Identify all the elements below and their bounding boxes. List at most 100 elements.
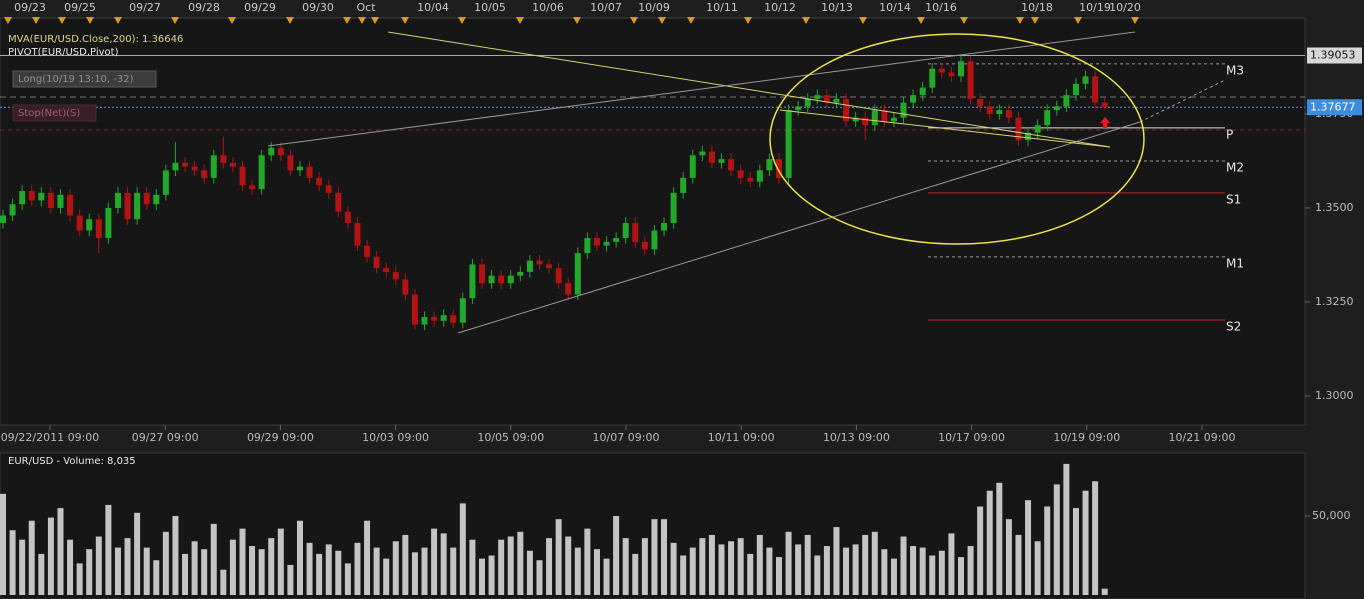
order-label[interactable]: Long(10/19 13:10, -32): [18, 74, 134, 85]
top-date-label: 10/11: [706, 1, 738, 14]
candle-body: [900, 102, 907, 118]
volume-bar: [76, 563, 83, 595]
candle-body: [996, 110, 1003, 114]
candle-body: [747, 177, 754, 182]
candle-body: [162, 170, 169, 195]
candle-body: [977, 98, 984, 107]
event-marker: [171, 17, 179, 24]
date-strip: [0, 0, 1305, 17]
volume-bar: [459, 503, 466, 595]
top-date-label: Oct: [356, 1, 376, 14]
candle-body: [526, 260, 533, 272]
volume-bar: [1063, 463, 1070, 595]
candle-body: [0, 215, 6, 224]
candle-body: [661, 223, 668, 231]
top-date-label: 10/12: [764, 1, 796, 14]
candle-body: [316, 177, 323, 186]
candle-body: [948, 72, 955, 77]
candle-body: [105, 207, 112, 239]
volume-bar: [728, 541, 735, 595]
candle-body: [651, 230, 658, 250]
candle-body: [469, 264, 476, 299]
order-tag[interactable]: [12, 104, 97, 122]
candle-body: [708, 151, 715, 163]
volume-bar: [958, 557, 964, 595]
candle-body: [134, 192, 141, 220]
candle-body: [201, 170, 208, 178]
volume-bar: [488, 555, 495, 595]
x-tick-label: 10/21 09:00: [1169, 431, 1236, 444]
top-date-label: 09/30: [302, 1, 334, 14]
volume-bar: [517, 531, 524, 595]
candle-body: [431, 317, 438, 321]
x-tick-label: 09/22/2011 09:00: [1, 431, 100, 444]
candle-body: [143, 192, 150, 205]
volume-bar: [948, 533, 955, 595]
candle-body: [498, 275, 505, 284]
event-marker: [516, 17, 524, 24]
volume-bar: [938, 550, 945, 595]
volume-bar: [890, 558, 897, 595]
volume-bar: [354, 542, 361, 595]
trend-line: [387, 31, 1111, 148]
order-label[interactable]: Stop(Net)(S): [18, 108, 80, 119]
top-date-label: 10/04: [417, 1, 449, 14]
order-tag[interactable]: [12, 70, 157, 88]
x-tick-label: 10/17 09:00: [938, 431, 1005, 444]
volume-bar: [249, 546, 256, 595]
candle-body: [593, 238, 600, 246]
x-tick-label: 10/03 09:00: [362, 431, 429, 444]
candle-body: [718, 159, 725, 163]
x-tick-label: 09/29 09:00: [247, 431, 314, 444]
volume-bar: [191, 541, 198, 595]
volume-bar: [593, 549, 600, 595]
volume-bar: [881, 549, 888, 595]
volume-bar: [986, 490, 993, 595]
candle-body: [670, 192, 677, 224]
event-marker: [401, 17, 409, 24]
volume-bar: [651, 519, 658, 595]
candle-body: [47, 192, 54, 208]
event-marker: [4, 17, 12, 24]
volume-bar: [296, 520, 303, 595]
volume-bar: [1092, 481, 1099, 595]
event-marker: [960, 17, 968, 24]
candle-body: [823, 95, 830, 103]
candle-body: [929, 68, 936, 88]
volume-bar: [335, 550, 342, 595]
candle-body: [86, 219, 93, 231]
candle-body: [488, 275, 495, 284]
pivot-label: S1: [1226, 192, 1241, 206]
candle-body: [114, 192, 121, 208]
candle-body: [603, 241, 610, 246]
event-marker: [687, 17, 695, 24]
candle-body: [392, 271, 399, 280]
volume-bar: [411, 552, 418, 595]
x-tick-label: 10/13 09:00: [823, 431, 890, 444]
candle-body: [28, 191, 35, 201]
volume-bar: [737, 538, 744, 595]
x-tick-label: 10/07 09:00: [593, 431, 660, 444]
pivot-label: M3: [1226, 63, 1244, 77]
volume-title: EUR/USD - Volume: 8,035: [8, 456, 136, 467]
top-date-label: 10/05: [474, 1, 506, 14]
event-marker: [458, 17, 466, 24]
volume-bar: [622, 538, 629, 595]
event-marker: [114, 17, 122, 24]
highlight-ellipse: [769, 33, 1145, 245]
volume-bar: [795, 544, 802, 595]
candle-body: [833, 98, 840, 103]
volume-bar: [536, 560, 543, 595]
candle-body: [507, 275, 514, 284]
candle-body: [1082, 76, 1089, 84]
volume-bar: [469, 539, 476, 595]
volume-bar: [1034, 541, 1041, 595]
volume-bar: [114, 547, 121, 595]
volume-bar: [747, 553, 754, 595]
x-tick-label: 10/19 09:00: [1053, 431, 1120, 444]
candle-body: [344, 211, 351, 224]
volume-bar: [823, 546, 830, 595]
event-marker: [286, 17, 294, 24]
volume-bar: [95, 536, 102, 595]
volume-bar: [1005, 519, 1012, 595]
